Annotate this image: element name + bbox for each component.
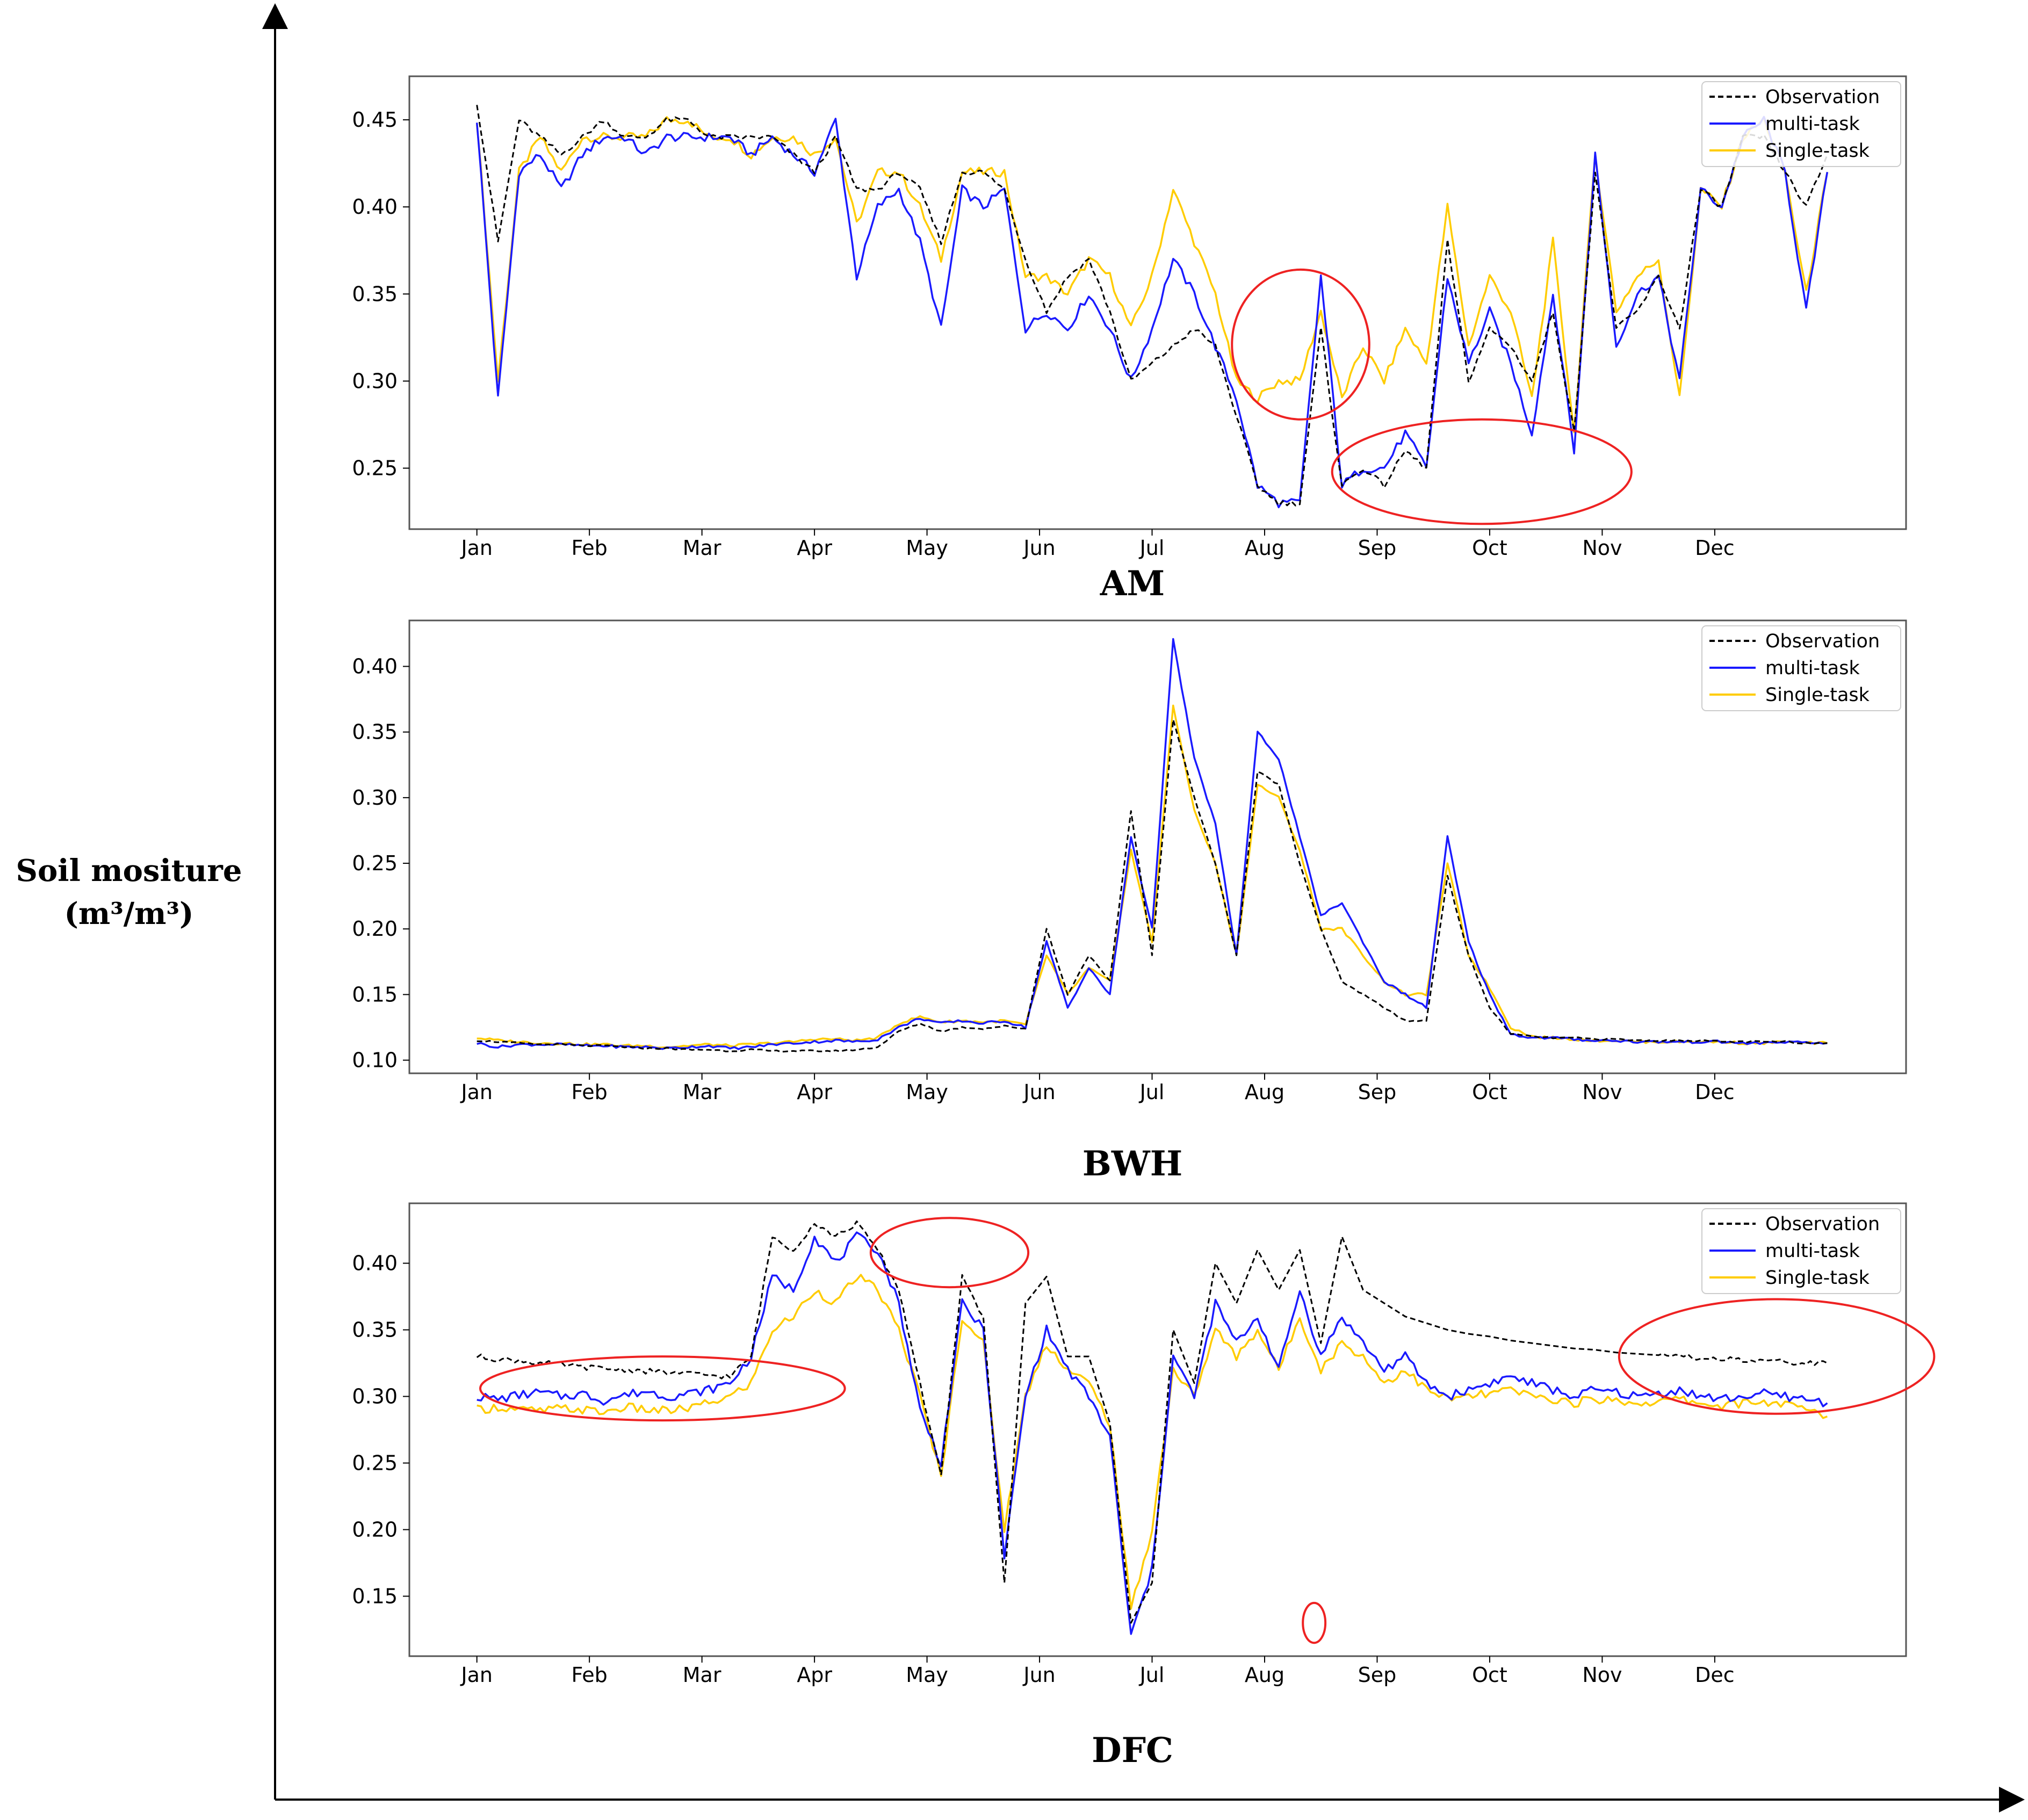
series-observation [476,1220,1828,1624]
x-tick-label: Mar [683,1080,721,1104]
x-tick-label: Jun [1022,536,1055,560]
legend-label: multi-task [1765,113,1860,135]
y-tick-label: 0.40 [352,655,398,678]
legend-label: Single-task [1765,1267,1870,1289]
legend-label: Single-task [1765,140,1870,162]
y-tick-label: 0.45 [352,108,398,132]
ylabel-line2: (m³/m³) [64,896,193,931]
x-tick-label: Feb [572,1663,608,1687]
series-single-task [477,1274,1828,1610]
x-tick-label: Aug [1245,1080,1284,1104]
y-tick-label: 0.25 [352,457,398,480]
x-tick-label: Aug [1245,536,1284,560]
highlight-ellipse [869,1217,1030,1289]
x-tick-label: Mar [683,1663,721,1687]
plot-area: 0.15 0.20 0.25 0.30 0.35 0.40 Jan Feb Mar Apr May J… [352,1202,1936,1687]
x-tick-label: Apr [797,536,832,560]
plot-frame [408,1202,1907,1657]
legend-label: Single-task [1765,684,1870,706]
y-tick-label: 0.30 [352,1385,398,1409]
x-tick-label: Sep [1358,1663,1397,1687]
x-tick-label: Jun [1022,1663,1055,1687]
x-tick-label: May [906,1080,948,1104]
y-tick-label: 0.40 [352,1252,398,1275]
legend-box [1701,1208,1901,1294]
plot-area: 0.10 0.15 0.20 0.25 0.30 0.35 0.40 Jan Feb Mar Apr… [352,619,1907,1104]
y-tick-label: 0.25 [352,851,398,875]
legend-label: multi-task [1765,658,1860,679]
x-tick-label: May [906,536,948,560]
x-tick-label: Sep [1358,536,1397,560]
y-tick-label: 0.15 [352,1584,398,1608]
x-tick-label: Dec [1695,1080,1735,1104]
highlight-ellipse [1231,268,1370,421]
x-tick-label: Dec [1695,536,1735,560]
x-tick-label: Nov [1582,536,1622,560]
x-tick-label: Feb [572,1080,608,1104]
x-tick-label: Jan [460,1663,493,1687]
series-single-task [475,116,1829,434]
series-observation [476,105,1828,507]
x-tick-label: Jan [460,536,493,560]
x-tick-label: May [906,1663,948,1687]
x-tick-label: Jun [1022,1080,1055,1104]
panel-title: BWH [1082,1144,1182,1184]
legend-label: Observation [1765,1214,1880,1235]
y-tick-label: 0.35 [352,282,398,306]
y-tick-label: 0.15 [352,983,398,1006]
x-tick-label: Aug [1245,1663,1284,1687]
x-tick-label: Dec [1695,1663,1735,1687]
legend-box [1701,625,1901,711]
y-tick-label: 0.20 [352,917,398,941]
y-tick-label: 0.40 [352,195,398,219]
panel-title: DFC [1092,1730,1173,1771]
legend-label: multi-task [1765,1240,1860,1262]
plot-area: 0.25 0.30 0.35 0.40 0.45 Jan Feb Mar Apr May Jun Ju… [352,75,1907,560]
x-tick-label: Nov [1582,1663,1622,1687]
y-tick-label: 0.35 [352,720,398,744]
series-multi-task [475,115,1829,509]
x-tick-label: Jan [460,1080,493,1104]
x-tick-label: Oct [1472,1080,1507,1104]
panel-title: AM [1100,564,1165,604]
y-tick-label: 0.25 [352,1451,398,1475]
ylabel-line1: Soil mositure [16,853,242,889]
x-tick-label: Apr [797,1663,832,1687]
x-tick-label: Jul [1139,536,1165,560]
x-tick-label: Sep [1358,1080,1397,1104]
series-single-task [477,704,1828,1049]
panel-dfc: 0.15 0.20 0.25 0.30 0.35 0.40 Jan Feb Mar Apr May J… [352,1202,1936,1771]
legend-label: Observation [1765,631,1880,652]
x-tick-label: Nov [1582,1080,1622,1104]
panel-am: 0.25 0.30 0.35 0.40 0.45 Jan Feb Mar Apr May Jun Ju… [352,75,1907,604]
y-tick-label: 0.20 [352,1518,398,1541]
series-observation [477,719,1828,1053]
series-multi-task [477,1231,1828,1635]
plot-frame [408,75,1907,530]
panel-bwh: 0.10 0.15 0.20 0.25 0.30 0.35 0.40 Jan Feb Mar Apr… [352,619,1907,1184]
y-tick-label: 0.10 [352,1049,398,1072]
y-tick-label: 0.30 [352,369,398,393]
y-tick-label: 0.30 [352,786,398,810]
series-multi-task [477,638,1828,1050]
x-tick-label: Mar [683,536,721,560]
y-tick-label: 0.35 [352,1318,398,1342]
legend-label: Observation [1765,86,1880,108]
x-tick-label: Apr [797,1080,832,1104]
x-tick-label: Jul [1139,1663,1165,1687]
highlight-ellipse [1618,1298,1936,1415]
legend-box [1701,81,1901,167]
x-tick-label: Oct [1472,1663,1507,1687]
highlight-ellipse [1302,1601,1327,1644]
highlight-ellipse [479,1355,846,1422]
x-tick-label: Jul [1139,1080,1165,1104]
x-tick-label: Oct [1472,536,1507,560]
highlight-ellipse [1331,418,1633,525]
x-tick-label: Feb [572,536,608,560]
